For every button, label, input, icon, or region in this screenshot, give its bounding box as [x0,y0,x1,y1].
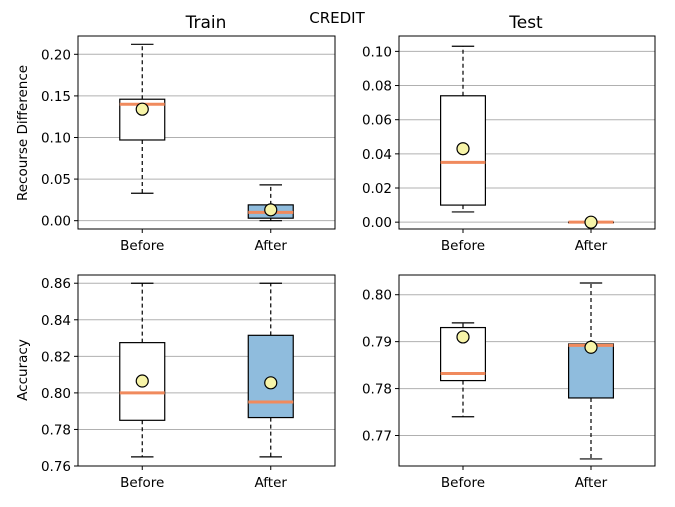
mean-marker [264,203,278,217]
axes-frame [398,274,656,467]
y-tick-label: 0.78 [362,382,392,398]
y-tick-label: 0.15 [41,89,71,105]
x-tick-label: Before [441,475,485,491]
y-tick-label: 0.10 [41,130,71,146]
y-tick-label: 0.05 [41,172,71,188]
y-tick-label: 0.78 [41,422,71,438]
x-tick-label: Before [441,238,485,254]
col-title-test: Test [508,13,543,33]
box-before [440,45,487,213]
panel-0: 0.00 0.05 0.10 0.15 0.20 Before After [41,35,336,254]
ylabel-accuracy: Accuracy [15,339,31,401]
x-tick-label: After [255,238,288,254]
mean-marker [584,340,598,354]
panel-1: 0.00 0.02 0.04 0.06 0.08 0.10 Before After [362,35,656,254]
y-tick-label: 0.86 [41,276,71,292]
panel-3: 0.77 0.78 0.79 0.80 Before After [362,274,656,491]
y-tick-label: 0.04 [362,147,392,163]
box-before [119,282,166,458]
box-after [567,215,614,229]
mean-marker [584,215,598,229]
y-tick-label: 0.79 [362,335,392,351]
col-title-train: Train [185,13,227,33]
y-tick-label: 0.82 [41,349,71,365]
y-tick-label: 0.84 [41,313,71,329]
axes-frame [77,274,336,467]
y-tick-label: 0.76 [41,459,71,475]
box-before [440,322,487,418]
figure-title: CREDIT [309,9,365,27]
x-tick-label: After [575,475,608,491]
y-tick-label: 0.00 [362,215,392,231]
y-tick-label: 0.08 [362,79,392,95]
mean-marker [456,142,470,156]
x-tick-label: Before [120,238,164,254]
ylabel-recourse-difference: Recourse Difference [15,65,31,201]
y-tick-label: 0.02 [362,181,392,197]
panel-2: 0.76 0.78 0.80 0.82 0.84 0.86 Before After [41,274,336,491]
x-tick-label: After [575,238,608,254]
mean-marker [135,374,149,388]
mean-marker [135,102,149,116]
x-tick-label: After [255,475,288,491]
mean-marker [264,376,278,390]
axes-frame [77,35,336,230]
box-before [119,43,166,194]
y-tick-label: 0.10 [362,44,392,60]
box-after [247,282,294,458]
axes-frame [398,35,656,230]
y-tick-label: 0.77 [362,428,392,444]
y-tick-label: 0.80 [362,288,392,304]
y-tick-label: 0.80 [41,386,71,402]
y-tick-label: 0.20 [41,47,71,63]
y-tick-label: 0.00 [41,214,71,230]
x-tick-label: Before [120,475,164,491]
box-after [567,282,614,460]
y-tick-label: 0.06 [362,113,392,129]
mean-marker [456,330,470,344]
box-after [247,184,294,222]
